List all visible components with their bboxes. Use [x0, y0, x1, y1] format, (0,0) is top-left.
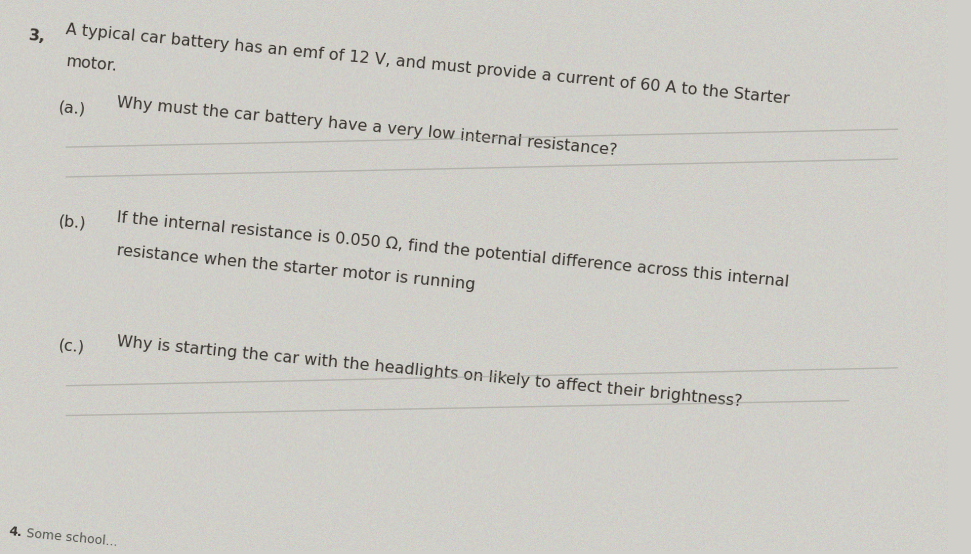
Text: Why must the car battery have a very low internal resistance?: Why must the car battery have a very low… — [116, 95, 618, 158]
Text: Why is starting the car with the headlights on likely to affect their brightness: Why is starting the car with the headlig… — [116, 334, 743, 409]
Text: 3,: 3, — [28, 28, 47, 44]
Text: A typical car battery has an emf of 12 V, and must provide a current of 60 A to : A typical car battery has an emf of 12 V… — [65, 22, 790, 106]
Text: (a.): (a.) — [57, 99, 85, 117]
Text: (c.): (c.) — [57, 338, 84, 356]
Text: motor.: motor. — [65, 54, 117, 74]
Text: (b.): (b.) — [57, 214, 86, 232]
Text: If the internal resistance is 0.050 Ω, find the potential difference across this: If the internal resistance is 0.050 Ω, f… — [116, 210, 789, 289]
Text: Some school...: Some school... — [26, 527, 118, 548]
Text: resistance when the starter motor is running: resistance when the starter motor is run… — [116, 244, 476, 293]
Text: 4.: 4. — [9, 525, 23, 539]
